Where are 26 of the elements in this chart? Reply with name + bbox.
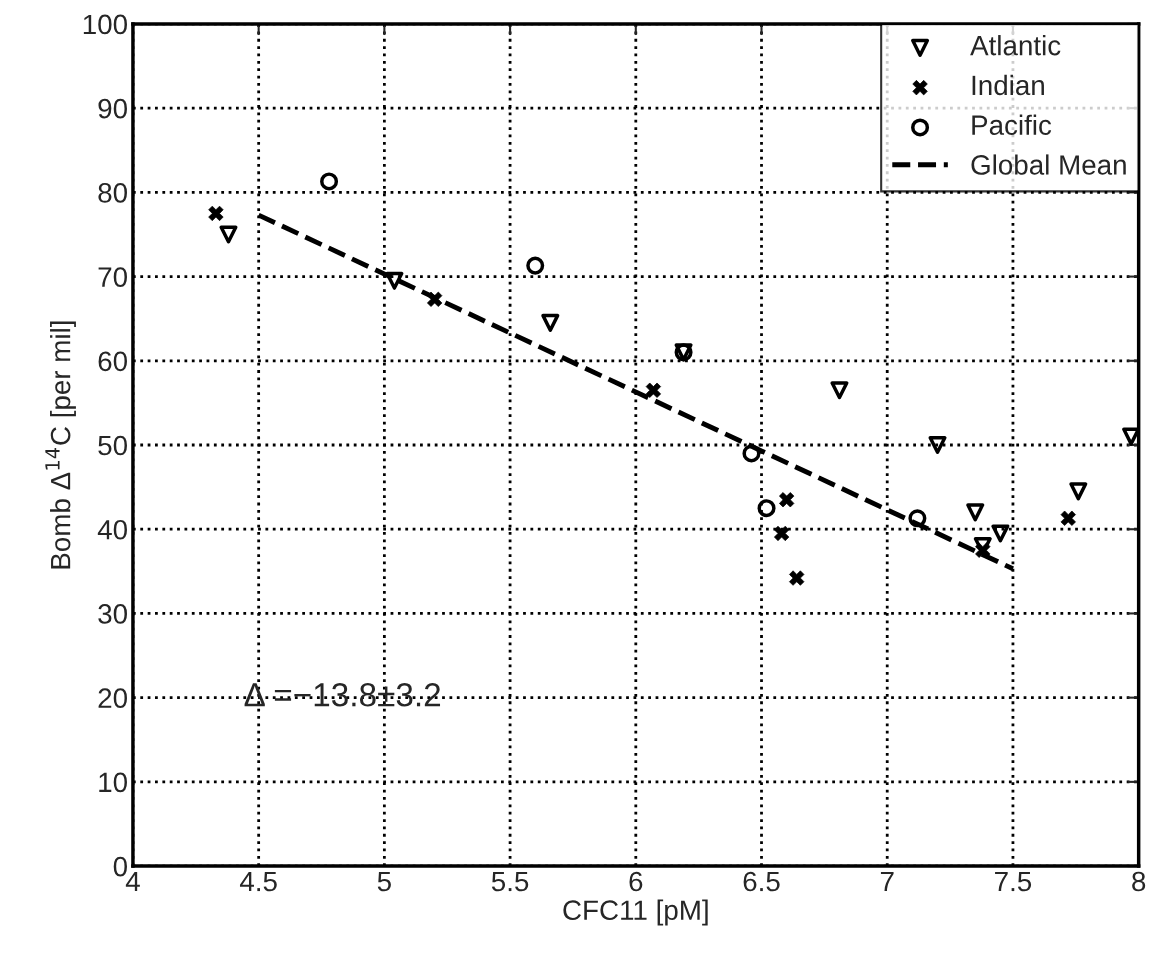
y-tick-label: 50 <box>98 435 127 456</box>
legend-label: Global Mean <box>971 154 1126 175</box>
annotation: Δ =−13.8±3.2 <box>244 683 441 707</box>
y-axis-title: Bomb Δ$^{14}$C [per mil] <box>45 321 76 569</box>
x-tick-label: 8 <box>1132 871 1146 892</box>
x-tick-label: 5 <box>377 871 391 892</box>
x-tick-label: 7 <box>880 871 894 892</box>
legend-label: Pacific <box>972 114 1052 136</box>
y-tick-label: 20 <box>98 688 127 708</box>
y-tick-label: 0 <box>113 856 127 877</box>
y-tick-label: 60 <box>98 351 127 372</box>
legend-label: Atlantic <box>970 35 1061 56</box>
y-tick-label: 100 <box>83 14 127 35</box>
x-tick-label: 6.5 <box>743 871 780 892</box>
y-tick-label: 70 <box>98 267 127 287</box>
y-tick-label: 30 <box>98 604 127 624</box>
y-tick-label: 10 <box>99 772 127 793</box>
x-tick-label: 4.5 <box>239 871 277 892</box>
x-axis-title: CFC11 [pM] <box>563 899 708 926</box>
y-tick-label: 80 <box>98 183 127 203</box>
y-tick-label: 90 <box>98 98 127 119</box>
x-tick-label: 7.5 <box>995 871 1032 892</box>
x-tick-label: 5.5 <box>491 871 529 892</box>
x-tick-label: 6 <box>629 871 643 892</box>
y-tick-label: 40 <box>97 519 127 540</box>
legend-label: Indian <box>972 74 1044 96</box>
